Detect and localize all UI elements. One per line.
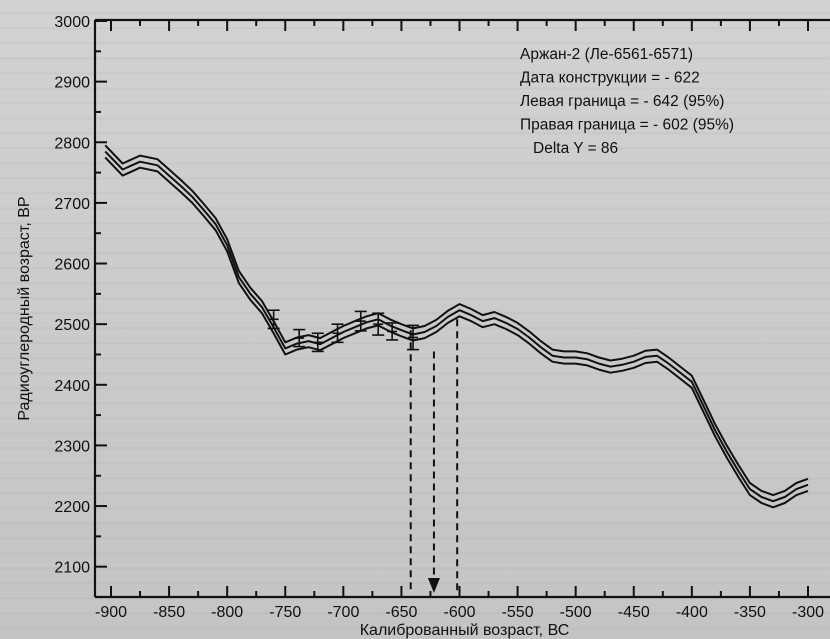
x-tick-label: -700 (327, 604, 359, 621)
x-tick-label: -400 (676, 604, 708, 621)
y-tick-label: 2600 (54, 257, 90, 274)
x-tick-label: -800 (211, 604, 243, 621)
annotation-line-delta-y: Delta Y = 86 (533, 140, 618, 157)
interval-guides (409, 319, 459, 594)
y-tick-label: 2800 (54, 135, 90, 152)
x-tick-label: -600 (443, 604, 475, 621)
y-tick-label: 2300 (54, 438, 90, 455)
x-tick-label: -300 (792, 604, 824, 621)
calibration-curve-group (104, 144, 809, 509)
y-tick-label: 3000 (54, 14, 90, 31)
guide-arrow-head (427, 577, 440, 593)
x-tick-label: -550 (502, 604, 534, 621)
y-ticks: 2100 2200 2300 2400 2500 2600 2700 2800 2900 3000 (54, 14, 107, 577)
x-axis-title: Калиброванный возраст, ВС (360, 622, 570, 639)
annotation-line-construction-date: Дата конструкции = - 622 (520, 70, 700, 87)
x-tick-label: -500 (560, 604, 592, 621)
annotation-line-sample: Аржан-2 (Ле-6561-6571) (520, 46, 693, 63)
calibration-band-line (104, 144, 809, 497)
y-tick-label: 2700 (54, 196, 90, 213)
x-tick-label: -650 (385, 604, 417, 621)
y-axis-title: Радиоуглеродный возраст, ВР (16, 196, 33, 420)
calibration-curve-line (104, 150, 809, 503)
annotation-line-right-bound: Правая граница = - 602 (95%) (520, 117, 734, 134)
y-tick-label: 2400 (54, 378, 90, 395)
sample-points (267, 309, 420, 353)
annotation-line-left-bound: Левая граница = - 642 (95%) (520, 93, 724, 110)
x-tick-label: -750 (269, 604, 301, 621)
x-ticks: -900 -850 -800 -750 -700 -650 -600 -550 -500 -450… (95, 20, 824, 621)
calibration-band-line (104, 156, 809, 509)
axes (93, 18, 830, 599)
x-tick-label: -450 (618, 604, 650, 621)
y-tick-label: 2500 (54, 317, 90, 334)
x-tick-label: -350 (734, 604, 766, 621)
y-tick-label: 2100 (54, 560, 90, 577)
y-tick-label: 2900 (54, 75, 90, 92)
y-tick-label: 2200 (54, 499, 90, 516)
x-tick-label: -900 (95, 604, 127, 621)
x-tick-label: -850 (153, 604, 185, 621)
annotation-box: Аржан-2 (Ле-6561-6571) Дата конструкции … (520, 46, 734, 157)
